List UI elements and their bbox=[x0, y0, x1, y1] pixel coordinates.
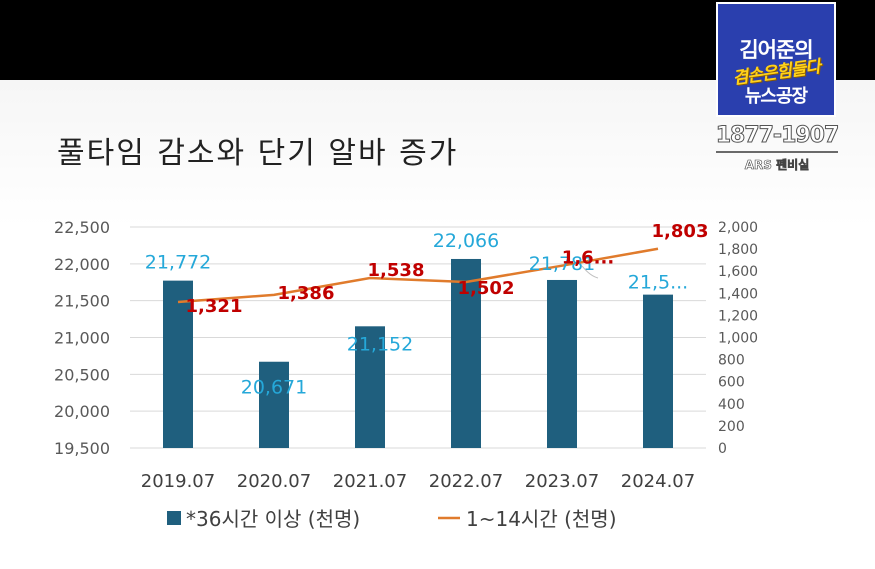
bar-data-label: 21,772 bbox=[145, 252, 211, 274]
bar bbox=[547, 279, 577, 448]
x-tick-label: 2021.07 bbox=[333, 471, 407, 492]
slide-background bbox=[0, 80, 875, 569]
y-right-tick-label: 1,400 bbox=[718, 286, 758, 302]
x-tick-label: 2024.07 bbox=[621, 471, 695, 492]
show-logo: 김어준의 겸손은힘들다 뉴스공장 bbox=[716, 2, 836, 117]
bar-data-label: 21,781 bbox=[529, 253, 595, 275]
y-left-tick-label: 22,000 bbox=[54, 255, 110, 274]
line-data-label: 1,386 bbox=[278, 283, 335, 304]
y-right-tick-label: 1,800 bbox=[718, 242, 758, 258]
y-left-tick-label: 19,500 bbox=[54, 439, 110, 458]
logo-line-3: 뉴스공장 bbox=[744, 86, 808, 107]
line-data-label: 1,321 bbox=[186, 296, 243, 317]
bar bbox=[451, 258, 481, 448]
y-left-tick-label: 21,500 bbox=[54, 292, 110, 311]
y-left-tick-label: 20,500 bbox=[54, 365, 110, 384]
y-right-tick-label: 1,600 bbox=[718, 264, 758, 280]
legend-bar-swatch bbox=[167, 511, 181, 525]
chart-title: 풀타임 감소와 단기 알바 증가 bbox=[57, 136, 459, 171]
line-data-label: 1,6... bbox=[562, 248, 614, 269]
bar bbox=[355, 326, 385, 448]
y-left-tick-label: 22,500 bbox=[54, 218, 110, 237]
logo-line-1: 김어준의 bbox=[739, 38, 813, 62]
phone-number: 1877-1907 bbox=[715, 123, 840, 149]
x-tick-label: 2020.07 bbox=[237, 471, 311, 492]
y-right-tick-label: 1,200 bbox=[718, 308, 758, 324]
bar bbox=[643, 294, 673, 448]
x-tick-label: 2019.07 bbox=[141, 471, 215, 492]
y-right-tick-label: 1,000 bbox=[718, 331, 758, 347]
y-right-tick-label: 600 bbox=[718, 375, 745, 391]
bar-data-label: 21,5... bbox=[628, 272, 688, 294]
bar-data-label: 22,066 bbox=[433, 230, 499, 252]
line-data-label: 1,803 bbox=[652, 221, 709, 242]
bar bbox=[163, 280, 193, 448]
bar-data-label: 21,152 bbox=[347, 333, 413, 355]
y-left-tick-label: 21,000 bbox=[54, 329, 110, 348]
y-right-tick-label: 2,000 bbox=[718, 220, 758, 236]
bar-data-label: 20,671 bbox=[241, 377, 307, 399]
y-right-tick-label: 800 bbox=[718, 353, 745, 369]
line-data-label: 1,502 bbox=[458, 278, 515, 299]
y-right-tick-label: 200 bbox=[718, 419, 745, 435]
x-tick-label: 2023.07 bbox=[525, 471, 599, 492]
line-data-label: 1,538 bbox=[368, 260, 425, 281]
x-tick-label: 2022.07 bbox=[429, 471, 503, 492]
y-right-tick-label: 0 bbox=[718, 441, 727, 457]
legend-bar-label: *36시간 이상 (천명) bbox=[186, 507, 360, 531]
phone-divider bbox=[716, 151, 838, 153]
line-series bbox=[177, 247, 659, 304]
bar-label-leader bbox=[581, 265, 599, 279]
legend-line-label: 1~14시간 (천명) bbox=[466, 507, 617, 531]
y-right-tick-label: 400 bbox=[718, 397, 745, 413]
y-left-tick-label: 20,000 bbox=[54, 402, 110, 421]
bar bbox=[259, 361, 289, 448]
ars-label: ARS 펜비실 bbox=[744, 158, 810, 173]
